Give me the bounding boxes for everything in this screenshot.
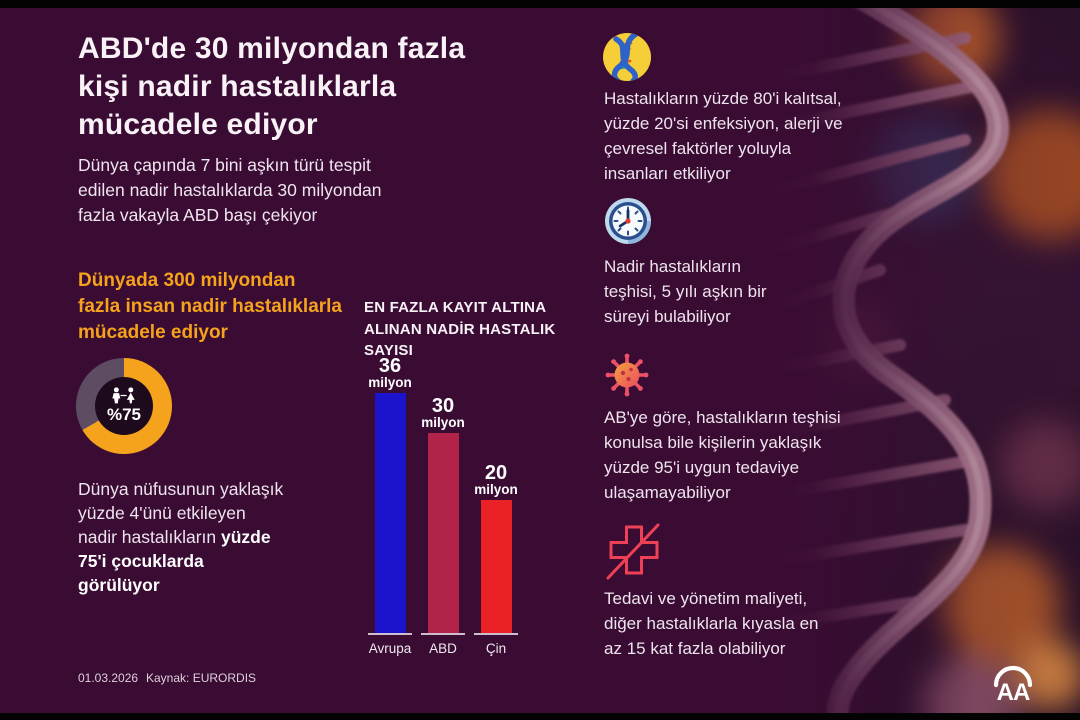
text-line: fazla vakayla ABD başı çekiyor — [78, 205, 318, 225]
world-stat-heading: Dünyada 300 milyondan fazla insan nadir h… — [78, 268, 342, 346]
top-letterbox-bar — [0, 0, 1080, 8]
text-line: konulsa bile kişilerin yaklaşık — [604, 433, 822, 452]
text-line: ALINAN NADİR HASTALIK — [364, 320, 556, 338]
crossed-medical-icon — [606, 523, 660, 580]
text-line: kişi nadir hastalıklarla — [78, 70, 397, 103]
donut-percent-label: %75 — [106, 405, 142, 424]
text-line: Nadir hastalıkların — [604, 257, 742, 276]
photo-fade-overlay — [770, 0, 1080, 720]
source-label: Kaynak: EURORDIS — [146, 671, 257, 685]
fact-cost: Tedavi ve yönetim maliyeti, diğer hastalı… — [604, 586, 879, 661]
fact-diagnosis-time: Nadir hastalıkların teşhisi, 5 yılı aşkın… — [604, 254, 879, 329]
fact-genetic-causes: Hastalıkların yüzde 80'i kalıtsal, yüzde … — [604, 86, 879, 186]
text-line: az 15 kat fazla olabiliyor — [604, 639, 786, 658]
text-line: diğer hastalıklarla kıyasla en — [604, 614, 819, 633]
dna-icon — [603, 33, 651, 81]
bar-abd: 30 milyon ABD — [421, 353, 465, 656]
donut-caption: Dünya nüfusunun yaklaşık yüzde 4'ünü etki… — [78, 477, 283, 597]
text-line: Dünya nüfusunun yaklaşık — [78, 479, 284, 499]
text-line: Hastalıkların yüzde 80'i kalıtsal, — [604, 89, 842, 108]
bottom-letterbox-bar — [0, 713, 1080, 720]
text-line: yüzde 20'si enfeksiyon, alerji ve — [604, 114, 843, 133]
dna-background-image — [770, 0, 1080, 720]
text-line: süreyi bulabiliyor — [604, 307, 731, 326]
aa-agency-logo-icon: AA — [993, 665, 1033, 704]
bar-avrupa: 36 milyon Avrupa — [368, 353, 412, 656]
text-line: yüzde 95'i uygun tedaviye — [604, 458, 800, 477]
text-line: yüzde 4'ünü etkileyen — [78, 503, 246, 523]
bar-category-label: ABD — [429, 641, 457, 656]
date-label: 01.03.2026 — [78, 671, 139, 685]
bar-value-label: 36 milyon — [368, 355, 412, 390]
bar-chart: 36 milyon Avrupa 30 milyon ABD 20 milyon… — [364, 353, 518, 656]
text-line: 75'i çocuklarda — [78, 551, 204, 571]
svg-text:AA: AA — [997, 679, 1030, 704]
text-line: ABD'de 30 milyondan fazla — [78, 32, 466, 65]
bar-cin: 20 milyon Çin — [474, 353, 518, 656]
text-line: edilen nadir hastalıklarda 30 milyondan — [78, 180, 382, 200]
bar-value-label: 30 milyon — [421, 395, 465, 430]
children-icon — [112, 387, 135, 404]
bar-rect — [480, 500, 512, 633]
text-line: mücadele ediyor — [78, 108, 318, 141]
text-line: Tedavi ve yönetim maliyeti, — [604, 589, 808, 608]
text-line: EN FAZLA KAYIT ALTINA — [364, 299, 547, 316]
fact-treatment-access: AB'ye göre, hastalıkların teşhisi konulsa… — [604, 405, 879, 505]
text-line: teşhisi, 5 yılı aşkın bir — [604, 282, 767, 301]
text-line: görülüyor — [78, 575, 160, 595]
text-line: Dünya çapında 7 bini aşkın türü tespit — [78, 155, 371, 175]
text-line: nadir hastalıkların yüzde — [78, 527, 271, 547]
bar-chart-title: EN FAZLA KAYIT ALTINA ALINAN NADİR HASTAL… — [364, 297, 555, 362]
text-line: fazla insan nadir hastalıklarla — [78, 296, 342, 317]
text-line: ulaşamayabiliyor — [604, 483, 731, 502]
bar-category-label: Çin — [485, 641, 507, 656]
text-line: AB'ye göre, hastalıkların teşhisi — [604, 408, 841, 427]
text-line: Dünyada 300 milyondan — [78, 270, 296, 291]
page-subtitle: Dünya çapında 7 bini aşkın türü tespit ed… — [78, 153, 382, 228]
text-line: SAYISI — [364, 342, 414, 359]
bar-value-label: 20 milyon — [474, 462, 518, 497]
bar-rect — [374, 393, 406, 633]
virus-icon — [605, 353, 649, 397]
text-line: çevresel faktörler yoluyla — [604, 139, 792, 158]
bar-rect — [427, 433, 459, 633]
children-percentage-donut-chart: %75 — [76, 358, 172, 454]
page-title: ABD'de 30 milyondan fazla kişi nadir hast… — [78, 30, 465, 144]
text-line: mücadele ediyor — [78, 322, 228, 343]
donut-center: %75 — [95, 377, 153, 435]
clock-icon — [605, 198, 651, 244]
bar-category-label: Avrupa — [368, 641, 412, 656]
text-line: insanları etkiliyor — [604, 164, 731, 183]
